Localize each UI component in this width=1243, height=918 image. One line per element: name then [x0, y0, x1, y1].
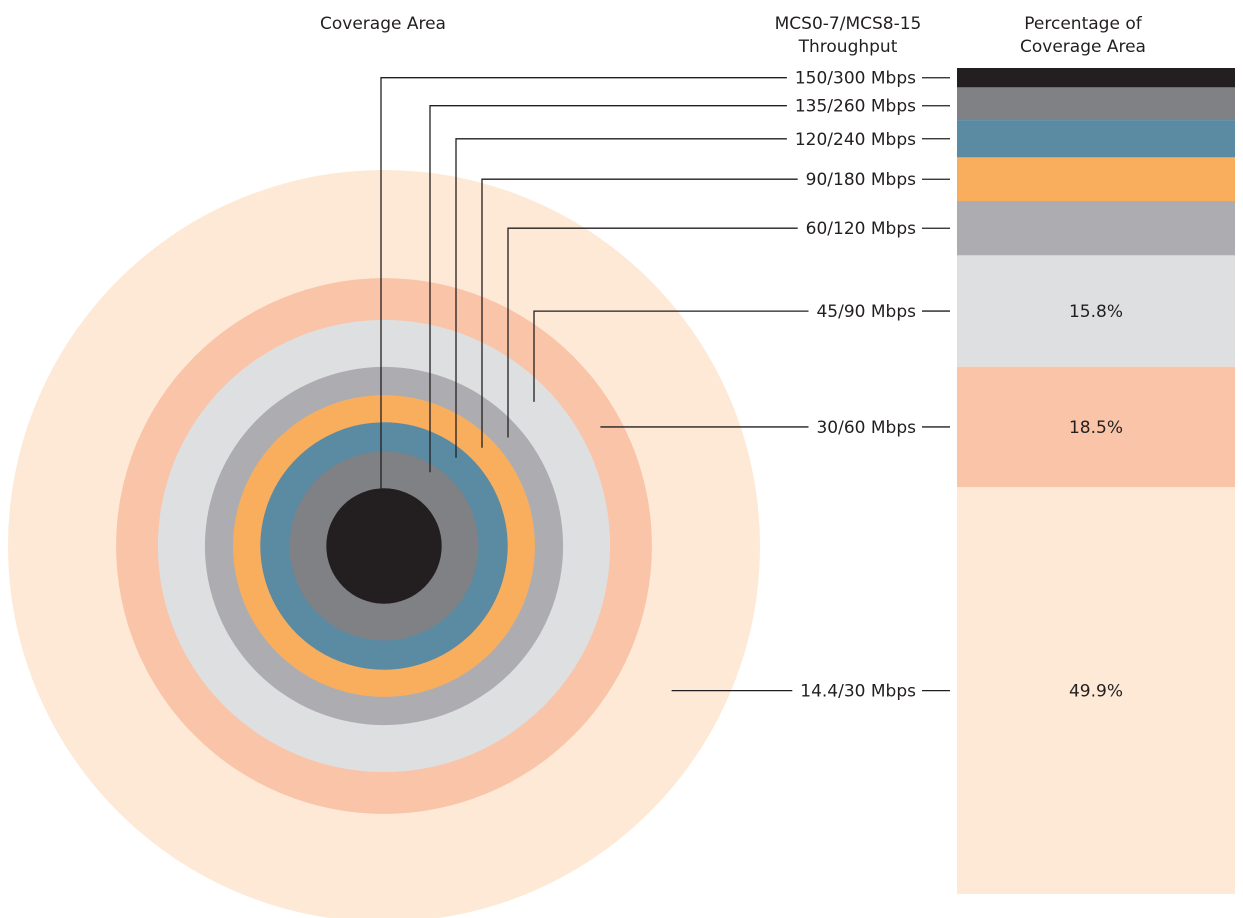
bar-segment-30-60-mbps — [957, 366, 1235, 488]
leader-60-120-mbps — [507, 227, 798, 438]
ring-150-300-mbps — [326, 488, 442, 604]
throughput-label-150-300-mbps: 150/300 Mbps — [795, 69, 916, 89]
percentage-header-line2: Coverage Area — [1020, 37, 1146, 57]
leader-90-180-mbps — [481, 178, 798, 448]
percentage-header: Percentage of Coverage Area — [983, 13, 1183, 59]
throughput-labels: 150/300 Mbps 135/260 Mbps 120/240 Mbps 90/1… — [795, 69, 916, 702]
leader-lines — [380, 77, 950, 692]
percentage-labels: 15.8% 18.5% 49.9% — [1069, 302, 1123, 701]
coverage-area-header-text: Coverage Area — [320, 14, 446, 34]
leader-45-90-mbps — [533, 310, 809, 402]
coverage-area-header: Coverage Area — [283, 13, 483, 36]
throughput-header: MCS0-7/MCS8-15 Throughput — [738, 13, 958, 59]
bar-segment-135-260-mbps — [957, 87, 1235, 121]
throughput-label-14-4-30-mbps: 14.4/30 Mbps — [800, 682, 916, 702]
leader-135-260-mbps — [429, 105, 787, 473]
bar-segment-90-180-mbps — [957, 157, 1235, 201]
percentage-stacked-bar — [957, 68, 1235, 894]
bar-segment-150-300-mbps — [957, 68, 1235, 88]
coverage-rings — [8, 170, 760, 918]
leader-120-240-mbps — [455, 138, 787, 458]
throughput-label-120-240-mbps: 120/240 Mbps — [795, 130, 916, 150]
throughput-label-60-120-mbps: 60/120 Mbps — [806, 219, 916, 239]
percentage-header-line1: Percentage of — [1024, 14, 1142, 34]
throughput-header-line1: MCS0-7/MCS8-15 — [774, 14, 922, 34]
throughput-header-line2: Throughput — [798, 37, 898, 57]
throughput-label-90-180-mbps: 90/180 Mbps — [806, 170, 916, 190]
throughput-label-30-60-mbps: 30/60 Mbps — [816, 418, 916, 438]
leader-150-300-mbps — [380, 77, 787, 493]
percentage-label-14-4-30-mbps: 49.9% — [1069, 682, 1123, 702]
percentage-label-45-90-mbps: 15.8% — [1069, 302, 1123, 322]
throughput-label-45-90-mbps: 45/90 Mbps — [816, 302, 916, 322]
throughput-label-135-260-mbps: 135/260 Mbps — [795, 97, 916, 117]
bar-segment-45-90-mbps — [957, 255, 1235, 367]
percentage-label-30-60-mbps: 18.5% — [1069, 418, 1123, 438]
bar-segment-120-240-mbps — [957, 120, 1235, 158]
bar-segment-14-4-30-mbps — [957, 487, 1235, 894]
bar-segment-60-120-mbps — [957, 201, 1235, 256]
